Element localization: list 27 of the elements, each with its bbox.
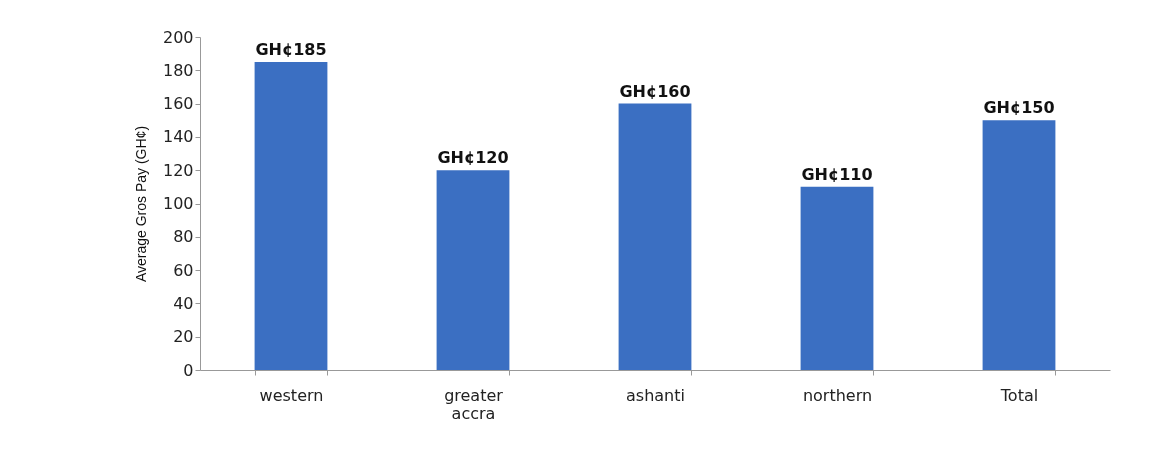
y-tick-label: 80 bbox=[173, 227, 194, 247]
data-label: GH¢185 bbox=[255, 39, 327, 59]
data-label: GH¢110 bbox=[801, 164, 873, 184]
data-label: GH¢120 bbox=[437, 148, 509, 168]
bar bbox=[618, 103, 692, 370]
bar bbox=[436, 170, 510, 370]
x-tick-label: greater accra bbox=[444, 385, 504, 423]
y-tick-label: 160 bbox=[162, 94, 194, 114]
bar bbox=[800, 186, 874, 370]
x-tick-label: ashanti bbox=[626, 385, 685, 405]
y-tick-label: 200 bbox=[162, 27, 194, 47]
data-label: GH¢160 bbox=[619, 81, 691, 101]
y-tick-label: 100 bbox=[162, 194, 194, 213]
y-tick-label: 0 bbox=[183, 360, 194, 380]
y-tick-label: 20 bbox=[173, 327, 194, 347]
x-tick-label: Total bbox=[999, 385, 1039, 405]
y-tick-label: 140 bbox=[162, 127, 194, 147]
bar bbox=[982, 120, 1056, 370]
data-label: GH¢150 bbox=[983, 98, 1055, 118]
y-tick-label: 60 bbox=[173, 260, 194, 280]
y-tick-label: 120 bbox=[162, 160, 194, 180]
bar bbox=[254, 61, 328, 370]
y-tick-label: 180 bbox=[162, 60, 194, 80]
x-tick-label: northern bbox=[802, 385, 873, 405]
y-axis-title: Average Gros Pay (GH¢) bbox=[132, 125, 149, 283]
x-tick-label: western bbox=[259, 385, 324, 405]
y-tick-label: 40 bbox=[173, 293, 194, 313]
